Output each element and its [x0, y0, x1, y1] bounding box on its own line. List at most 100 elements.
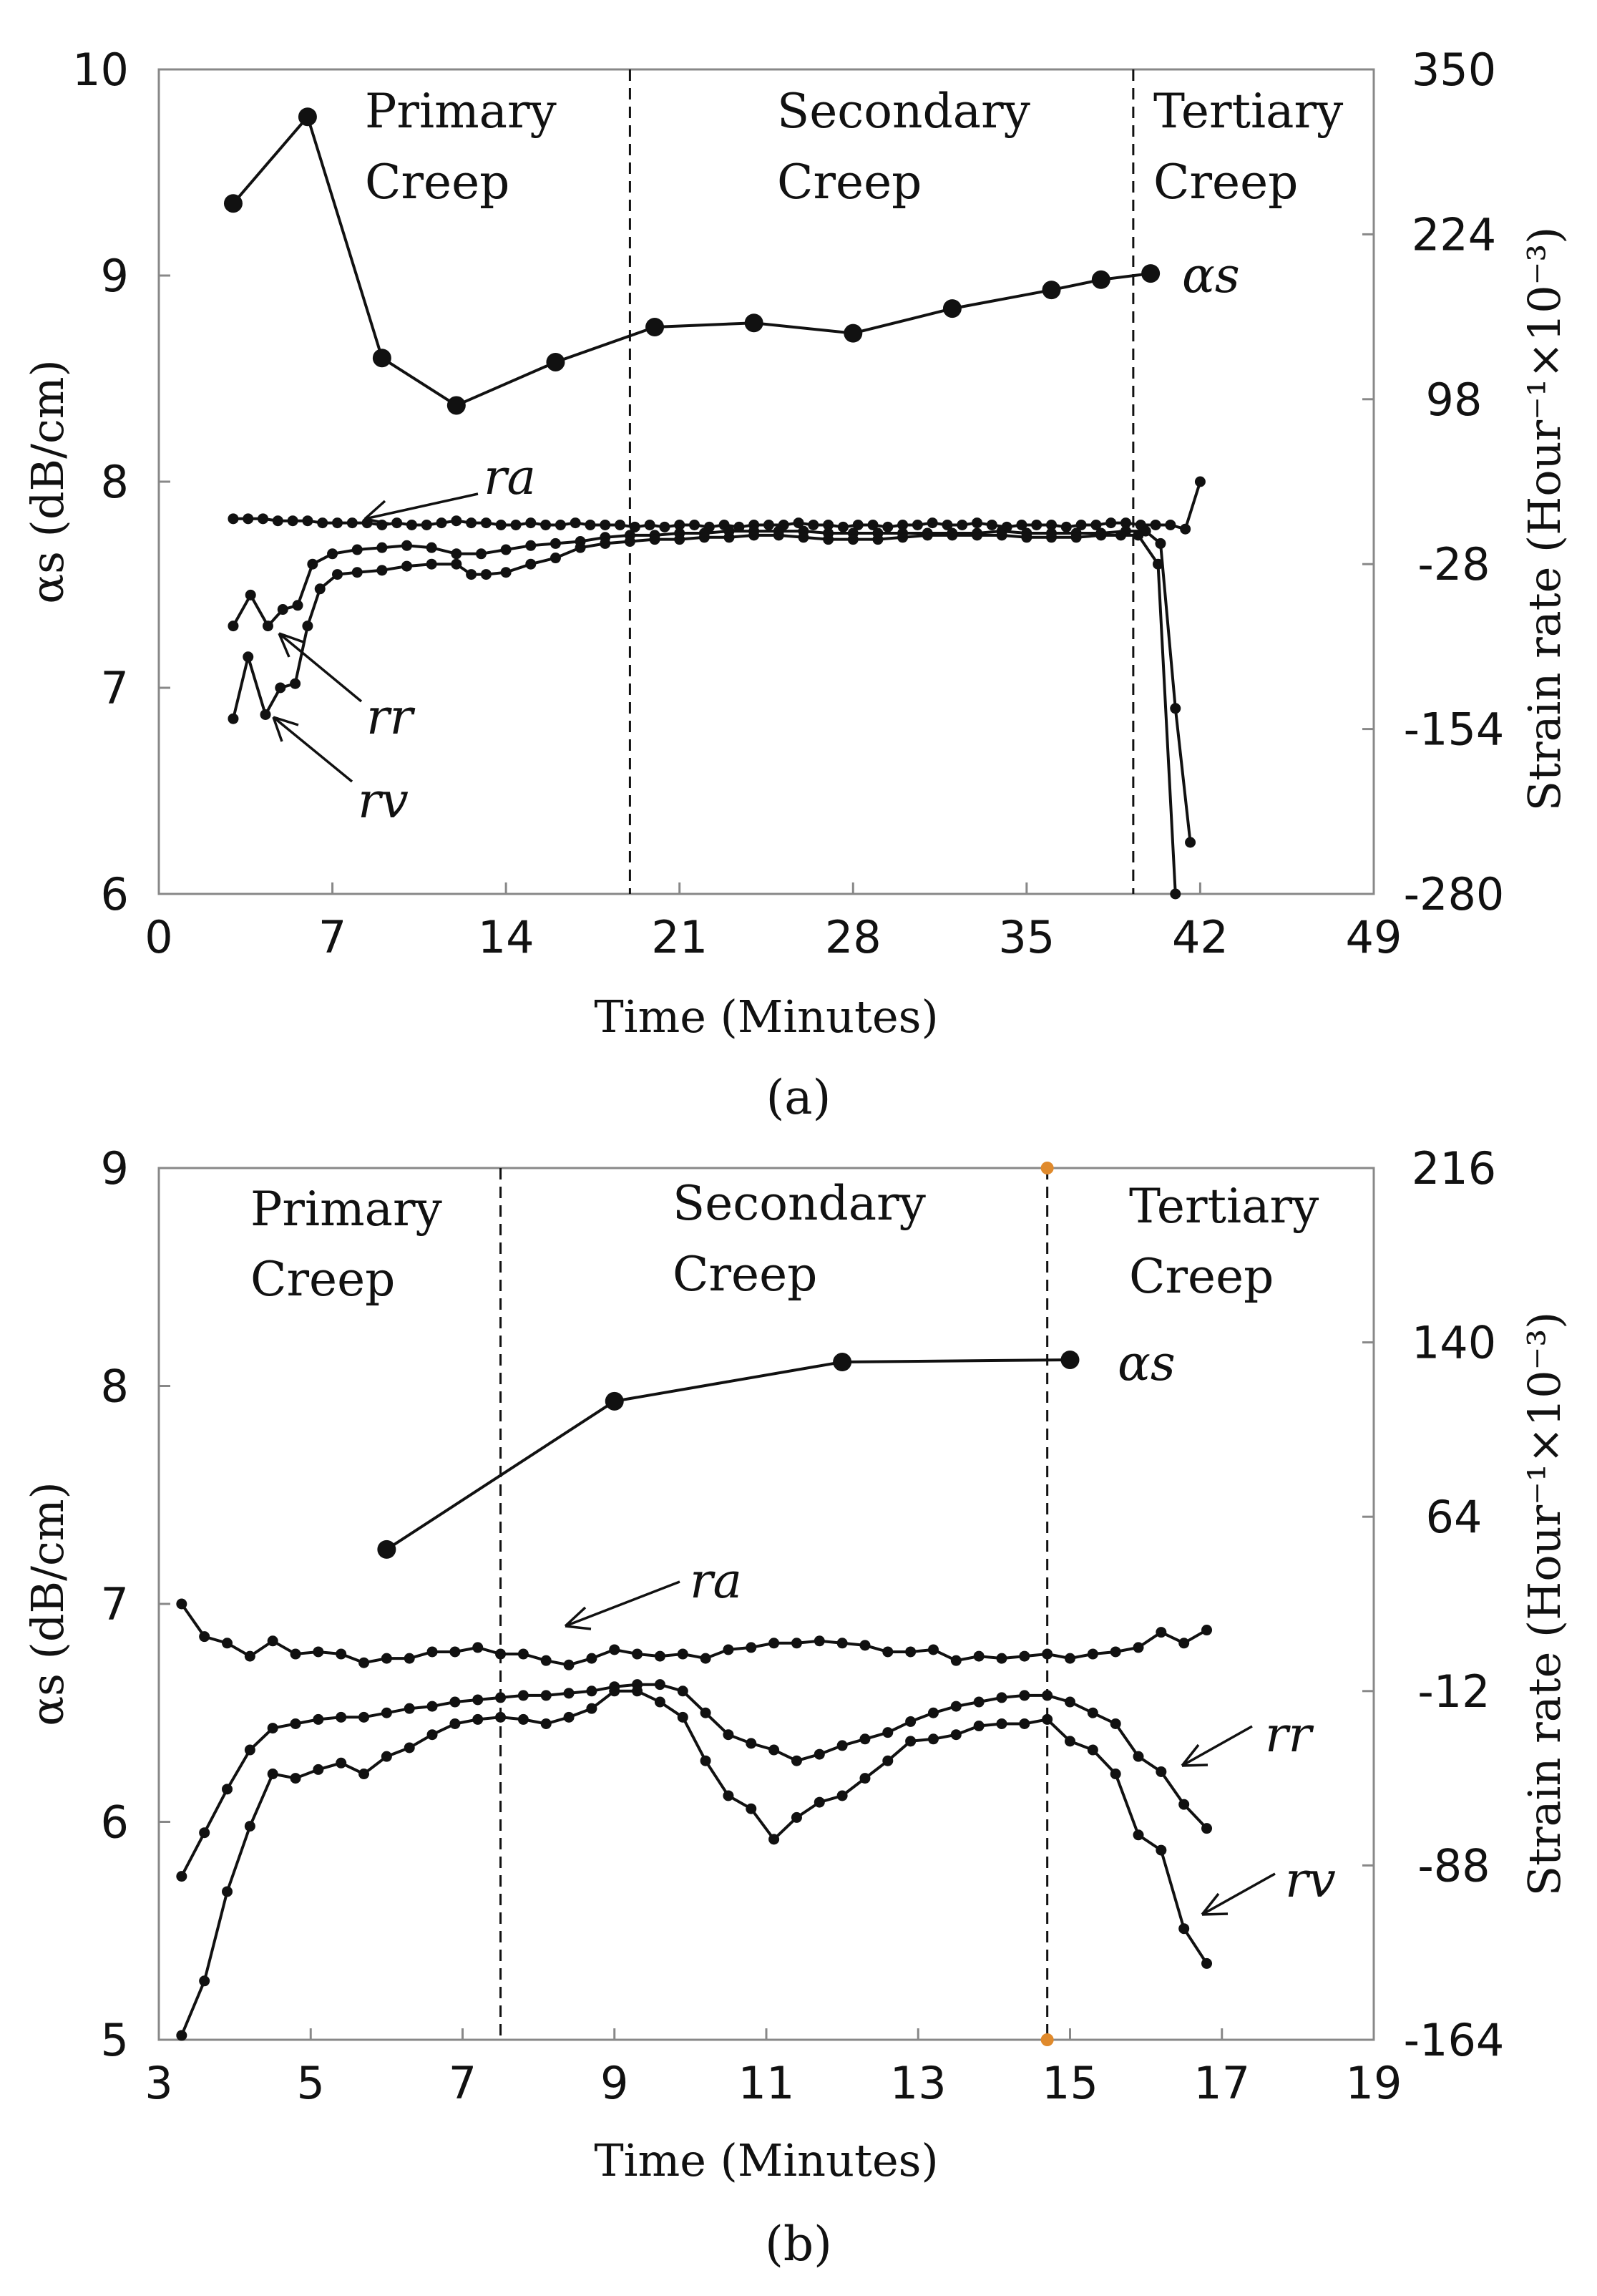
- b-series-ra-point: [654, 1650, 665, 1662]
- b-series-ra-point: [1042, 1648, 1053, 1660]
- b-series-alpha-s-point: [1060, 1350, 1080, 1369]
- b-series-ra-point: [609, 1644, 620, 1655]
- a-series-rv-point: [773, 530, 784, 541]
- b-x-tick-label: 5: [297, 2057, 325, 2109]
- b-series-ra-point: [267, 1635, 278, 1647]
- b-series-ra-point: [882, 1646, 894, 1658]
- b-y-tick-label: 9: [101, 1142, 129, 1195]
- b-series-rr-point: [1019, 1690, 1030, 1701]
- a-series-rr-point: [277, 604, 288, 616]
- panel-a-phase-primary-line1: Primary: [365, 84, 557, 139]
- b-y2-tick-label: -12: [1417, 1665, 1490, 1718]
- b-series-rr-point: [290, 1718, 301, 1729]
- a-series-alpha-s-point: [298, 107, 317, 127]
- a-series-ra-point: [466, 517, 477, 529]
- a-series-ra-point: [406, 519, 417, 530]
- b-series-rv-point: [426, 1729, 438, 1741]
- b-series-rv-point: [836, 1790, 848, 1801]
- b-series-ra-point: [836, 1638, 848, 1649]
- b-series-rv-point: [905, 1736, 917, 1747]
- a-series-rv-point: [674, 534, 685, 545]
- b-series-rv-point: [1156, 1844, 1167, 1856]
- b-series-rr-point: [927, 1707, 939, 1718]
- b-y2-tick-label: 216: [1412, 1142, 1496, 1195]
- b-series-rv-point: [336, 1757, 347, 1769]
- b-series-rr-point: [426, 1701, 438, 1712]
- b-x-tick-label: 9: [600, 2057, 628, 2109]
- a-series-ra-point: [1150, 519, 1161, 530]
- b-series-ra-point: [905, 1646, 917, 1658]
- panel-a-series: [223, 107, 1206, 900]
- b-series-ra-point: [927, 1644, 939, 1655]
- panel-b-arrow-rr: [1181, 1725, 1253, 1767]
- b-series-rv-point: [1065, 1736, 1075, 1747]
- a-series-ra-point: [346, 517, 358, 529]
- b-series-rr-point: [723, 1729, 734, 1741]
- a-series-ra-point: [1090, 519, 1102, 530]
- a-series-alpha-s-point: [546, 352, 565, 371]
- a-series-ra-point: [912, 519, 923, 530]
- panel-a-phase-boundaries: [628, 69, 1135, 894]
- b-series-rv-point: [768, 1834, 780, 1845]
- a-series-rv-point: [798, 532, 809, 543]
- b-y-tick-label: 5: [101, 2014, 129, 2066]
- a-series-rr-point: [451, 548, 462, 560]
- b-series-ra-point: [358, 1657, 370, 1668]
- a-series-ra-point: [555, 519, 566, 530]
- a-series-rv-point: [575, 542, 586, 553]
- b-series-rv-point: [1201, 1957, 1213, 1969]
- panel-a-y-axis-label: αs (dB/cm): [21, 359, 74, 603]
- b-series-alpha-s-line: [386, 1358, 1070, 1551]
- b-series-rr-point: [973, 1696, 985, 1708]
- a-series-rv-point: [302, 621, 313, 632]
- b-x-tick-label: 19: [1346, 2057, 1402, 2109]
- b-series-rv-point: [1178, 1923, 1190, 1935]
- a-series-ra-point: [480, 517, 492, 529]
- a-series-alpha-s-point: [372, 349, 391, 368]
- b-series-rr-point: [381, 1707, 392, 1718]
- panel-b-series: [176, 1350, 1213, 2041]
- a-series-rv-point: [1070, 532, 1082, 543]
- a-series-rv-point: [600, 537, 611, 549]
- a-series-rv-point: [823, 534, 834, 545]
- b-series-rr-point: [836, 1740, 848, 1751]
- b-series-ra-point: [746, 1642, 757, 1653]
- b-series-rr-point: [1156, 1766, 1167, 1777]
- a-series-alpha-s-point: [1141, 264, 1161, 283]
- a-series-ra-point: [421, 519, 432, 530]
- b-series-rv-point: [199, 1975, 210, 1987]
- a-series-ra-point: [1060, 521, 1072, 532]
- b-series-rr-point: [950, 1701, 962, 1712]
- b-series-ra-point: [199, 1631, 210, 1643]
- panel-b-phase-tertiary-line2: Creep: [1129, 1249, 1274, 1304]
- a-series-rv-point: [748, 530, 760, 541]
- a-series-ra-point: [837, 521, 849, 532]
- b-series-alpha-s-point: [377, 1539, 396, 1559]
- a-series-rr-point: [307, 558, 318, 570]
- panel-a-chart: 0 7 14 21 28 35 42 49678910-280-154-2898224350 …: [21, 44, 1571, 1125]
- a-series-alpha-s-point: [1042, 281, 1061, 300]
- b-series-ra-point: [586, 1653, 597, 1664]
- b-series-ra-point: [723, 1644, 734, 1655]
- panel-a-caption: (a): [766, 1070, 831, 1125]
- panel-a-label-ra: ra: [484, 449, 536, 506]
- b-series-rr-point: [267, 1723, 278, 1734]
- b-series-ra-point: [768, 1638, 780, 1649]
- a-series-rr-point: [376, 542, 388, 553]
- b-series-rr-point: [1178, 1799, 1190, 1810]
- a-series-ra-point: [1046, 519, 1058, 530]
- a-x-tick-label: 35: [998, 911, 1055, 963]
- b-series-rv-point: [313, 1764, 324, 1775]
- a-series-rv-point: [500, 567, 512, 578]
- a-series-ra-point: [689, 519, 700, 530]
- a-x-tick-label: 21: [651, 911, 708, 963]
- b-series-rv-point: [700, 1755, 711, 1766]
- b-series-rv-point: [358, 1769, 370, 1780]
- panel-a-ticks: 0 7 14 21 28 35 42 49 6 7 8 9 10 -280 -154 -28 98 224 350: [72, 44, 1504, 963]
- b-series-ra-point: [791, 1638, 802, 1649]
- a-series-ra-point: [852, 519, 864, 530]
- panel-a-label-rr: rr: [366, 689, 416, 746]
- a-series-rv-point: [1133, 530, 1144, 541]
- a-series-rv-point: [1170, 888, 1181, 900]
- b-series-rr-line: [180, 1683, 1208, 1877]
